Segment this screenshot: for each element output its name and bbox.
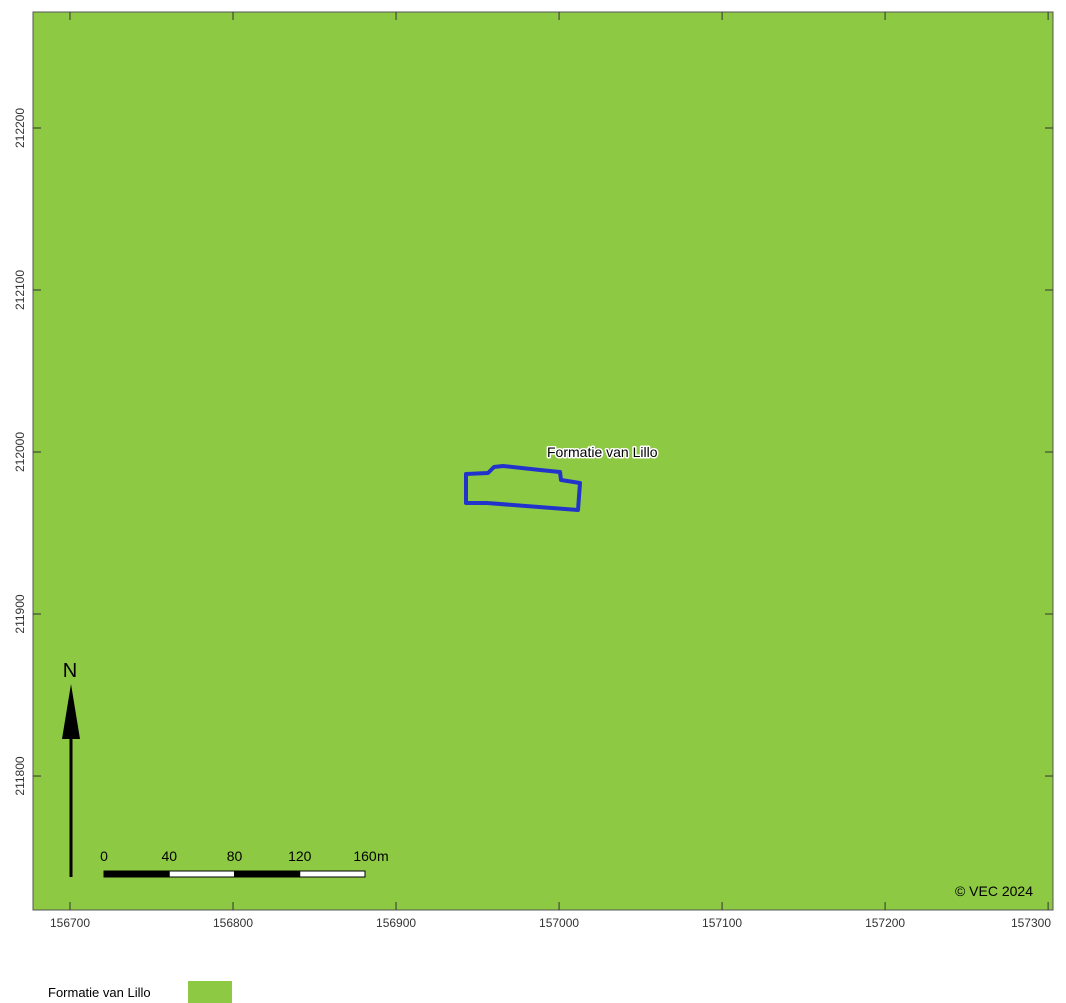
scale-label: 40 — [161, 848, 177, 864]
y-tick-label: 212100 — [13, 270, 27, 310]
scale-label: 120 — [288, 848, 312, 864]
x-tick-label: 157100 — [702, 916, 742, 930]
map-area — [32, 11, 1054, 911]
scale-label: 0 — [100, 848, 108, 864]
copyright: © VEC 2024 — [955, 883, 1033, 899]
scale-label: 160 — [353, 848, 377, 864]
y-tick-label: 212000 — [13, 432, 27, 472]
legend-label: Formatie van Lillo — [48, 985, 151, 1000]
scale-unit: m — [377, 848, 389, 864]
x-tick-label: 156800 — [213, 916, 253, 930]
feature-label: Formatie van Lillo — [547, 444, 658, 460]
scale-segment — [234, 870, 301, 878]
x-tick-label: 157300 — [1011, 916, 1051, 930]
x-tick-label: 157000 — [539, 916, 579, 930]
x-tick-label: 157200 — [865, 916, 905, 930]
scale-segment — [299, 870, 366, 878]
x-tick-label: 156700 — [50, 916, 90, 930]
legend-swatch — [188, 981, 232, 1003]
scale-segment — [168, 870, 235, 878]
y-tick-label: 212200 — [13, 108, 27, 148]
y-tick-label: 211800 — [13, 756, 27, 795]
y-tick-label: 211900 — [13, 594, 27, 633]
north-label: N — [63, 660, 77, 682]
scale-segment — [103, 870, 170, 878]
north-arrow-head — [62, 684, 80, 739]
site-outline — [464, 464, 582, 512]
x-tick-label: 156900 — [376, 916, 416, 930]
scale-bar: 0 40 80 120 160 m — [100, 848, 389, 878]
scale-label: 80 — [227, 848, 243, 864]
